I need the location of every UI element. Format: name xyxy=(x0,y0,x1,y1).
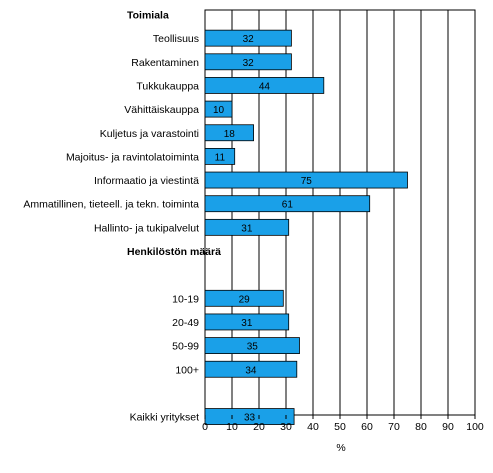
bar xyxy=(204,100,233,118)
grid-lines xyxy=(204,9,476,416)
category-label: Informaatio ja viestintä xyxy=(94,175,199,187)
data-label: 10 xyxy=(213,105,225,116)
x-tick-label: 10 xyxy=(226,421,238,433)
x-tick-label: 40 xyxy=(307,421,319,433)
x-axis-label: % xyxy=(336,442,345,454)
bar xyxy=(204,77,325,94)
category-label: Teollisuus xyxy=(153,33,199,45)
category-label: 10-19 xyxy=(172,293,199,305)
data-label: 44 xyxy=(259,81,271,92)
category-label: Kuljetus ja varastointi xyxy=(100,128,199,140)
bar xyxy=(204,195,371,213)
data-label: 34 xyxy=(245,365,257,376)
bar xyxy=(204,171,408,189)
category-label: Kaikki yritykset xyxy=(130,412,200,424)
data-label: 33 xyxy=(244,413,256,424)
category-label: 100+ xyxy=(175,364,199,376)
bar xyxy=(204,313,290,331)
category-label: Ammatillinen, tieteell. ja tekn. toimint… xyxy=(23,199,199,211)
category-label: 50-99 xyxy=(172,341,199,353)
bar xyxy=(204,29,292,47)
x-tick-label: 20 xyxy=(253,421,265,433)
x-tick-label: 30 xyxy=(280,421,292,433)
data-label: 35 xyxy=(247,342,259,353)
category-labels: Toimiala Teollisuus Rakentaminen Tukkukaupp… xyxy=(23,10,221,424)
bar xyxy=(204,360,298,378)
x-tick-label: 100 xyxy=(466,421,484,433)
x-tick-label: 70 xyxy=(388,421,400,433)
x-tick-label: 80 xyxy=(415,421,427,433)
data-label: 61 xyxy=(282,200,294,211)
group-header: Henkilöstön määrä xyxy=(127,246,221,258)
data-label: 18 xyxy=(224,129,236,140)
category-label: Rakentaminen xyxy=(131,57,199,69)
bar xyxy=(204,218,290,236)
data-label: 32 xyxy=(243,34,255,45)
data-label: 31 xyxy=(241,223,253,234)
category-label: Hallinto- ja tukipalvelut xyxy=(94,222,199,234)
bar xyxy=(204,337,300,355)
category-label: Tukkukauppa xyxy=(136,80,199,92)
data-label: 32 xyxy=(243,58,255,69)
x-tick-label: 50 xyxy=(334,421,346,433)
data-label: 31 xyxy=(241,318,253,329)
data-label: 11 xyxy=(215,152,226,163)
bar xyxy=(204,124,254,142)
data-label: 29 xyxy=(239,294,251,305)
category-label: 20-49 xyxy=(172,317,199,329)
group-header: Toimiala xyxy=(127,10,169,22)
bar xyxy=(204,147,236,165)
bar xyxy=(204,289,284,307)
bars: 32 32 44 10 18 11 75 61 31 29 31 35 34 33 xyxy=(204,29,408,425)
category-label: Majoitus- ja ravintolatoiminta xyxy=(66,151,199,163)
x-tick-label: 60 xyxy=(361,421,373,433)
x-tick-label: 0 xyxy=(202,421,208,433)
data-label: 75 xyxy=(301,176,313,187)
x-axis: 0 10 20 30 40 50 60 70 80 90 100 xyxy=(202,415,484,433)
category-label: Vähittäiskauppa xyxy=(124,104,199,116)
x-tick-label: 90 xyxy=(442,421,454,433)
bar xyxy=(204,53,292,71)
